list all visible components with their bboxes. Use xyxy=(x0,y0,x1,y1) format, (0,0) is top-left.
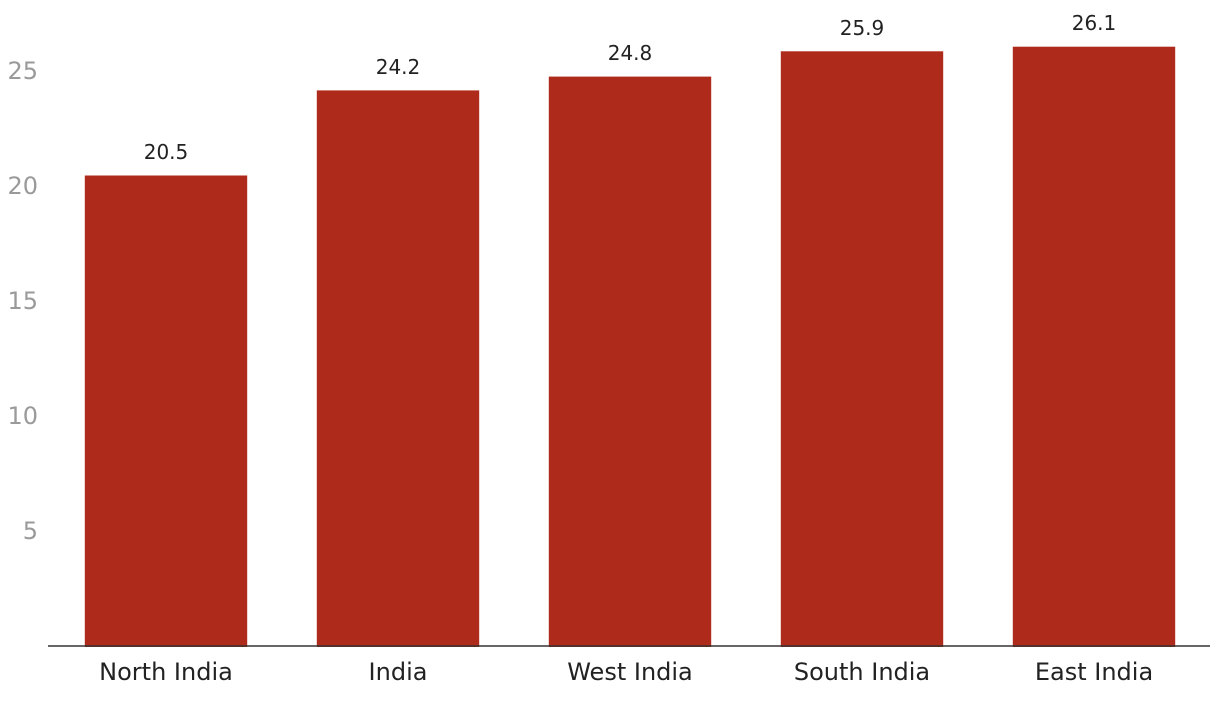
y-tick-label: 15 xyxy=(7,287,38,315)
value-label: 26.1 xyxy=(1072,11,1117,35)
bar xyxy=(548,76,712,648)
y-tick-label: 20 xyxy=(7,172,38,200)
y-tick-label: 10 xyxy=(7,402,38,430)
bar xyxy=(316,90,480,647)
value-label: 24.8 xyxy=(608,41,653,65)
x-tick-label: South India xyxy=(794,658,930,686)
x-tick-label: India xyxy=(369,658,428,686)
x-tick-label: West India xyxy=(567,658,693,686)
y-tick-label: 5 xyxy=(23,517,38,545)
x-tick-label: North India xyxy=(99,658,233,686)
y-tick-label: 25 xyxy=(7,57,38,85)
bar xyxy=(1012,46,1176,647)
value-label: 25.9 xyxy=(840,16,885,40)
x-tick-label: East India xyxy=(1035,658,1153,686)
bar xyxy=(780,51,944,648)
value-label: 24.2 xyxy=(376,55,421,79)
value-label: 20.5 xyxy=(144,140,189,164)
bar xyxy=(84,175,248,647)
